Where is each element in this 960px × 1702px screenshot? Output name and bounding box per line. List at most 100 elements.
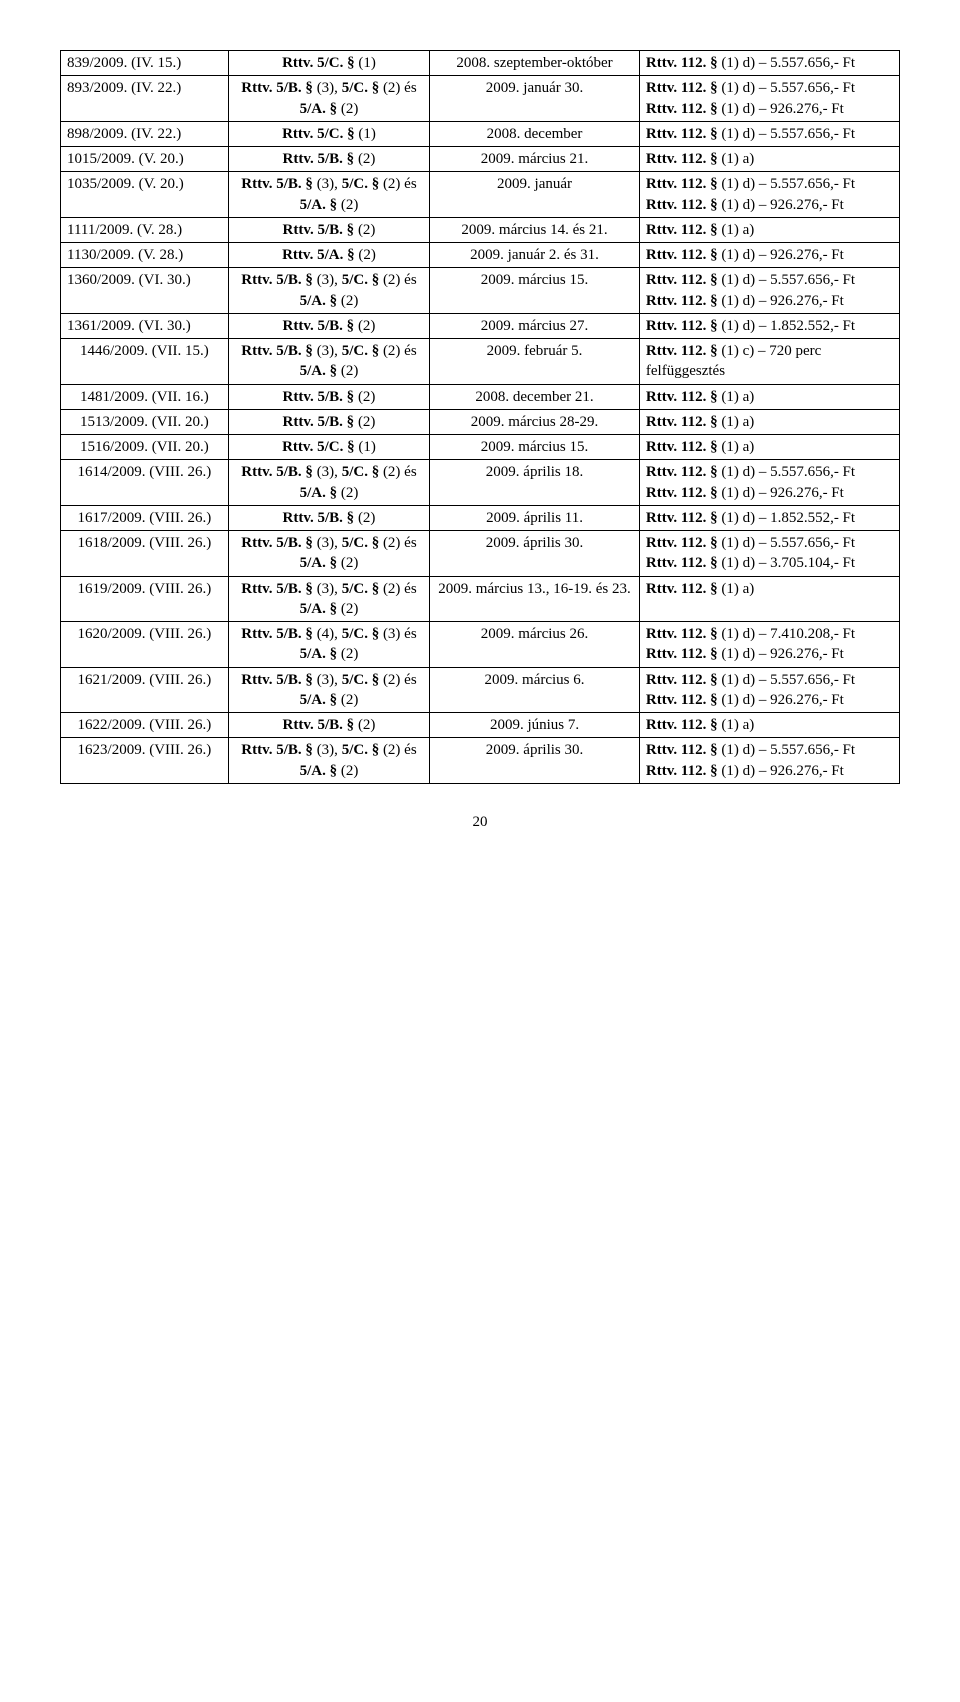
table-row: 1516/2009. (VII. 20.)Rttv. 5/C. § (1)200… bbox=[61, 435, 900, 460]
cell-date: 2008. december 21. bbox=[430, 384, 640, 409]
cell-statute: Rttv. 5/B. § (2) bbox=[228, 313, 429, 338]
cell-decision: Rttv. 112. § (1) d) – 1.852.552,- Ft bbox=[639, 313, 899, 338]
cell-case-id: 1481/2009. (VII. 16.) bbox=[61, 384, 229, 409]
cell-decision: Rttv. 112. § (1) d) – 926.276,- Ft bbox=[639, 243, 899, 268]
table-row: 1446/2009. (VII. 15.)Rttv. 5/B. § (3), 5… bbox=[61, 339, 900, 385]
cell-statute: Rttv. 5/B. § (2) bbox=[228, 147, 429, 172]
cell-case-id: 1623/2009. (VIII. 26.) bbox=[61, 738, 229, 784]
table-row: 1621/2009. (VIII. 26.)Rttv. 5/B. § (3), … bbox=[61, 667, 900, 713]
cell-decision: Rttv. 112. § (1) d) – 7.410.208,- FtRttv… bbox=[639, 622, 899, 668]
cell-statute: Rttv. 5/B. § (3), 5/C. § (2) és5/A. § (2… bbox=[228, 738, 429, 784]
cell-case-id: 1130/2009. (V. 28.) bbox=[61, 243, 229, 268]
cell-case-id: 1621/2009. (VIII. 26.) bbox=[61, 667, 229, 713]
table-row: 1481/2009. (VII. 16.)Rttv. 5/B. § (2)200… bbox=[61, 384, 900, 409]
table-row: 1618/2009. (VIII. 26.)Rttv. 5/B. § (3), … bbox=[61, 531, 900, 577]
cell-decision: Rttv. 112. § (1) a) bbox=[639, 217, 899, 242]
cell-date: 2009. január 30. bbox=[430, 76, 640, 122]
cell-decision: Rttv. 112. § (1) d) – 5.557.656,- FtRttv… bbox=[639, 531, 899, 577]
cell-decision: Rttv. 112. § (1) d) – 5.557.656,- FtRttv… bbox=[639, 667, 899, 713]
cell-statute: Rttv. 5/C. § (1) bbox=[228, 51, 429, 76]
cell-date: 2009. április 30. bbox=[430, 531, 640, 577]
cell-date: 2009. március 14. és 21. bbox=[430, 217, 640, 242]
cell-case-id: 1446/2009. (VII. 15.) bbox=[61, 339, 229, 385]
cell-case-id: 1619/2009. (VIII. 26.) bbox=[61, 576, 229, 622]
table-row: 1111/2009. (V. 28.)Rttv. 5/B. § (2)2009.… bbox=[61, 217, 900, 242]
table-row: 893/2009. (IV. 22.)Rttv. 5/B. § (3), 5/C… bbox=[61, 76, 900, 122]
legal-table: 839/2009. (IV. 15.)Rttv. 5/C. § (1)2008.… bbox=[60, 50, 900, 784]
cell-case-id: 1617/2009. (VIII. 26.) bbox=[61, 505, 229, 530]
table-row: 1614/2009. (VIII. 26.)Rttv. 5/B. § (3), … bbox=[61, 460, 900, 506]
cell-statute: Rttv. 5/C. § (1) bbox=[228, 435, 429, 460]
cell-date: 2009. március 15. bbox=[430, 435, 640, 460]
cell-decision: Rttv. 112. § (1) a) bbox=[639, 384, 899, 409]
table-row: 1620/2009. (VIII. 26.)Rttv. 5/B. § (4), … bbox=[61, 622, 900, 668]
cell-date: 2009. március 28-29. bbox=[430, 409, 640, 434]
cell-date: 2009. április 18. bbox=[430, 460, 640, 506]
cell-date: 2009. április 11. bbox=[430, 505, 640, 530]
cell-statute: Rttv. 5/B. § (2) bbox=[228, 713, 429, 738]
cell-statute: Rttv. 5/B. § (2) bbox=[228, 409, 429, 434]
table-row: 1513/2009. (VII. 20.)Rttv. 5/B. § (2)200… bbox=[61, 409, 900, 434]
cell-decision: Rttv. 112. § (1) d) – 5.557.656,- Ft bbox=[639, 121, 899, 146]
cell-case-id: 1361/2009. (VI. 30.) bbox=[61, 313, 229, 338]
table-row: 839/2009. (IV. 15.)Rttv. 5/C. § (1)2008.… bbox=[61, 51, 900, 76]
cell-statute: Rttv. 5/C. § (1) bbox=[228, 121, 429, 146]
table-row: 1361/2009. (VI. 30.)Rttv. 5/B. § (2)2009… bbox=[61, 313, 900, 338]
cell-decision: Rttv. 112. § (1) d) – 5.557.656,- FtRttv… bbox=[639, 460, 899, 506]
cell-decision: Rttv. 112. § (1) c) – 720 perc felfügges… bbox=[639, 339, 899, 385]
cell-case-id: 893/2009. (IV. 22.) bbox=[61, 76, 229, 122]
cell-decision: Rttv. 112. § (1) a) bbox=[639, 713, 899, 738]
cell-decision: Rttv. 112. § (1) a) bbox=[639, 409, 899, 434]
cell-case-id: 1513/2009. (VII. 20.) bbox=[61, 409, 229, 434]
cell-date: 2009. január 2. és 31. bbox=[430, 243, 640, 268]
cell-statute: Rttv. 5/B. § (3), 5/C. § (2) és5/A. § (2… bbox=[228, 460, 429, 506]
cell-date: 2009. március 27. bbox=[430, 313, 640, 338]
cell-case-id: 1614/2009. (VIII. 26.) bbox=[61, 460, 229, 506]
cell-case-id: 1618/2009. (VIII. 26.) bbox=[61, 531, 229, 577]
cell-statute: Rttv. 5/B. § (2) bbox=[228, 217, 429, 242]
cell-date: 2009. március 26. bbox=[430, 622, 640, 668]
table-row: 1130/2009. (V. 28.)Rttv. 5/A. § (2)2009.… bbox=[61, 243, 900, 268]
cell-decision: Rttv. 112. § (1) a) bbox=[639, 147, 899, 172]
cell-statute: Rttv. 5/B. § (2) bbox=[228, 505, 429, 530]
cell-statute: Rttv. 5/B. § (3), 5/C. § (2) és5/A. § (2… bbox=[228, 339, 429, 385]
cell-date: 2009. március 6. bbox=[430, 667, 640, 713]
cell-statute: Rttv. 5/B. § (2) bbox=[228, 384, 429, 409]
cell-case-id: 839/2009. (IV. 15.) bbox=[61, 51, 229, 76]
cell-date: 2009. január bbox=[430, 172, 640, 218]
cell-case-id: 1360/2009. (VI. 30.) bbox=[61, 268, 229, 314]
cell-date: 2009. március 13., 16-19. és 23. bbox=[430, 576, 640, 622]
cell-date: 2009. június 7. bbox=[430, 713, 640, 738]
cell-date: 2008. december bbox=[430, 121, 640, 146]
cell-decision: Rttv. 112. § (1) d) – 5.557.656,- FtRttv… bbox=[639, 172, 899, 218]
table-row: 898/2009. (IV. 22.)Rttv. 5/C. § (1)2008.… bbox=[61, 121, 900, 146]
cell-case-id: 1516/2009. (VII. 20.) bbox=[61, 435, 229, 460]
cell-case-id: 1015/2009. (V. 20.) bbox=[61, 147, 229, 172]
cell-date: 2009. április 30. bbox=[430, 738, 640, 784]
cell-decision: Rttv. 112. § (1) a) bbox=[639, 576, 899, 622]
cell-decision: Rttv. 112. § (1) a) bbox=[639, 435, 899, 460]
cell-statute: Rttv. 5/A. § (2) bbox=[228, 243, 429, 268]
table-row: 1619/2009. (VIII. 26.)Rttv. 5/B. § (3), … bbox=[61, 576, 900, 622]
cell-case-id: 898/2009. (IV. 22.) bbox=[61, 121, 229, 146]
cell-date: 2008. szeptember-október bbox=[430, 51, 640, 76]
cell-statute: Rttv. 5/B. § (3), 5/C. § (2) és5/A. § (2… bbox=[228, 667, 429, 713]
cell-statute: Rttv. 5/B. § (3), 5/C. § (2) és5/A. § (2… bbox=[228, 531, 429, 577]
table-row: 1617/2009. (VIII. 26.)Rttv. 5/B. § (2)20… bbox=[61, 505, 900, 530]
cell-case-id: 1035/2009. (V. 20.) bbox=[61, 172, 229, 218]
cell-decision: Rttv. 112. § (1) d) – 1.852.552,- Ft bbox=[639, 505, 899, 530]
cell-date: 2009. február 5. bbox=[430, 339, 640, 385]
cell-statute: Rttv. 5/B. § (3), 5/C. § (2) és5/A. § (2… bbox=[228, 172, 429, 218]
table-row: 1035/2009. (V. 20.)Rttv. 5/B. § (3), 5/C… bbox=[61, 172, 900, 218]
table-row: 1015/2009. (V. 20.)Rttv. 5/B. § (2)2009.… bbox=[61, 147, 900, 172]
cell-decision: Rttv. 112. § (1) d) – 5.557.656,- FtRttv… bbox=[639, 738, 899, 784]
page-number: 20 bbox=[60, 814, 900, 831]
cell-statute: Rttv. 5/B. § (3), 5/C. § (2) és5/A. § (2… bbox=[228, 576, 429, 622]
table-row: 1360/2009. (VI. 30.)Rttv. 5/B. § (3), 5/… bbox=[61, 268, 900, 314]
cell-decision: Rttv. 112. § (1) d) – 5.557.656,- FtRttv… bbox=[639, 268, 899, 314]
cell-decision: Rttv. 112. § (1) d) – 5.557.656,- Ft bbox=[639, 51, 899, 76]
cell-case-id: 1622/2009. (VIII. 26.) bbox=[61, 713, 229, 738]
table-row: 1623/2009. (VIII. 26.)Rttv. 5/B. § (3), … bbox=[61, 738, 900, 784]
cell-date: 2009. március 15. bbox=[430, 268, 640, 314]
cell-statute: Rttv. 5/B. § (4), 5/C. § (3) és5/A. § (2… bbox=[228, 622, 429, 668]
